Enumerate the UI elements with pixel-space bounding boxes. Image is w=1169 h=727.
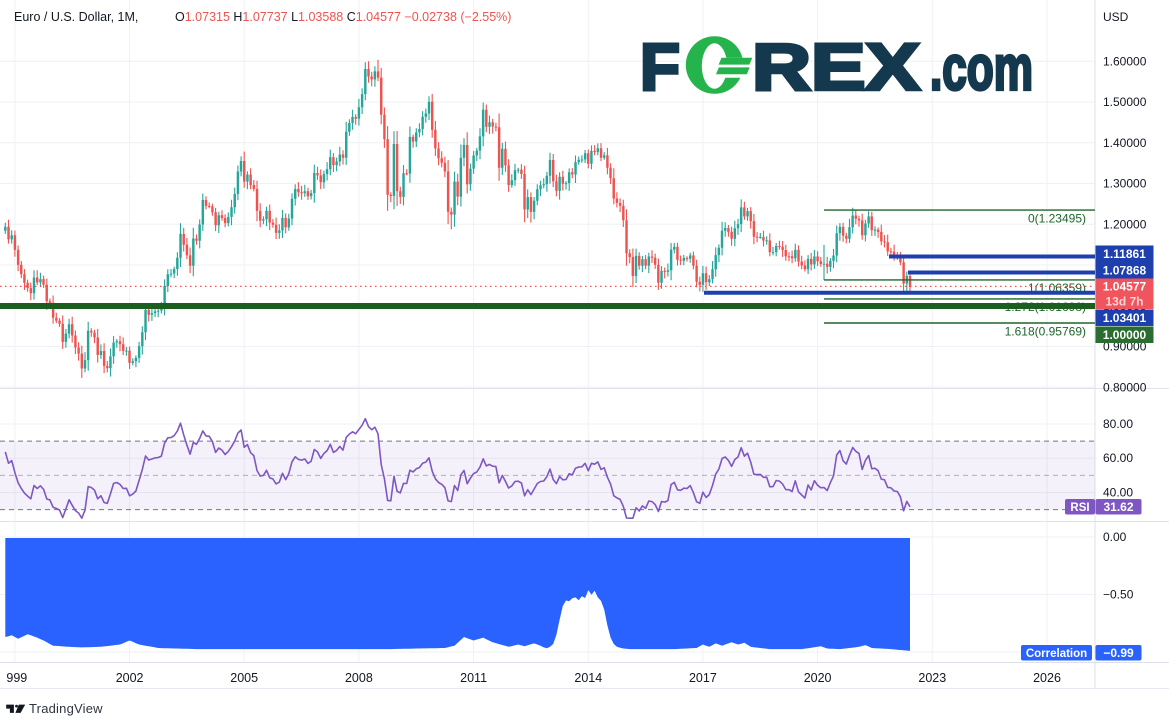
svg-text:2023: 2023	[918, 671, 946, 685]
svg-text:F: F	[640, 30, 680, 104]
svg-text:1.04577: 1.04577	[1103, 279, 1147, 293]
svg-text:1.07868: 1.07868	[1103, 263, 1147, 277]
svg-text:2026: 2026	[1033, 671, 1061, 685]
svg-text:999: 999	[6, 671, 27, 685]
svg-text:13d 7h: 13d 7h	[1105, 295, 1143, 309]
svg-text:31.62: 31.62	[1103, 500, 1133, 514]
svg-text:1.50000: 1.50000	[1103, 95, 1147, 109]
svg-text:1.03401: 1.03401	[1103, 311, 1147, 325]
svg-text:60.00: 60.00	[1103, 451, 1133, 465]
svg-text:−0.99: −0.99	[1103, 646, 1134, 660]
svg-text:1.60000: 1.60000	[1103, 54, 1147, 68]
svg-text:0.80000: 0.80000	[1103, 380, 1147, 394]
svg-text:RSI: RSI	[1070, 502, 1089, 514]
svg-text:2002: 2002	[116, 671, 144, 685]
svg-text:40.00: 40.00	[1103, 486, 1133, 500]
svg-text:1.30000: 1.30000	[1103, 177, 1147, 191]
svg-text:USD: USD	[1103, 10, 1129, 24]
svg-text:2017: 2017	[689, 671, 717, 685]
svg-text:0(1.23495): 0(1.23495)	[1028, 211, 1086, 225]
svg-text:2005: 2005	[230, 671, 258, 685]
svg-text:80.00: 80.00	[1103, 417, 1133, 431]
svg-text:REX: REX	[752, 30, 920, 104]
svg-text:1.20000: 1.20000	[1103, 217, 1147, 231]
svg-text:1.00000: 1.00000	[1103, 328, 1147, 342]
svg-text:2020: 2020	[804, 671, 832, 685]
svg-text:1.618(0.95769): 1.618(0.95769)	[1005, 324, 1086, 338]
svg-text:2014: 2014	[574, 671, 602, 685]
svg-text:Correlation: Correlation	[1026, 648, 1087, 660]
svg-text:2011: 2011	[460, 671, 487, 685]
svg-text:Euro / U.S. Dollar, 1M,: Euro / U.S. Dollar, 1M,	[14, 10, 138, 24]
svg-text:−0.50: −0.50	[1103, 588, 1134, 602]
svg-text:0.00: 0.00	[1103, 530, 1127, 544]
svg-text:2008: 2008	[345, 671, 373, 685]
svg-text:1.11861: 1.11861	[1103, 247, 1146, 261]
svg-text:.com: .com	[930, 34, 1033, 104]
svg-text:1.40000: 1.40000	[1103, 136, 1147, 150]
svg-text:O1.07315 H1.07737 L1.03588: O1.07315 H1.07737 L1.03588 C1.04577 −0.0…	[175, 10, 511, 24]
svg-text:TradingView: TradingView	[29, 701, 103, 716]
